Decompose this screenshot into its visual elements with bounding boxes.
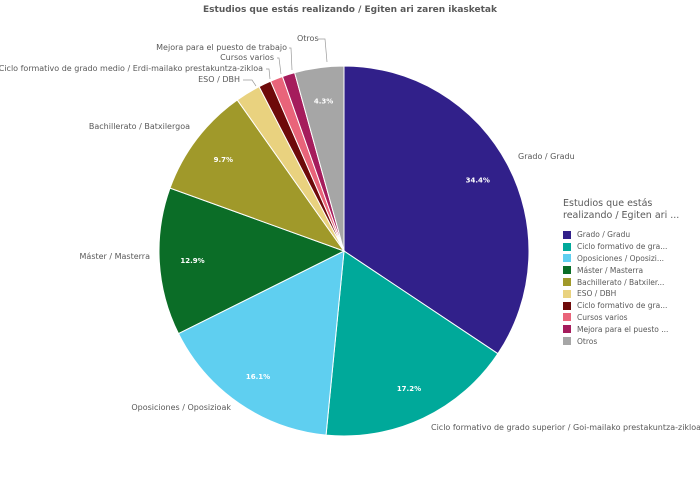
legend-label: ESO / DBH [577,289,617,299]
legend-swatch [563,301,571,310]
slice-category-label: Mejora para el puesto de trabajo [156,43,287,52]
leader-line [289,47,293,71]
legend-item[interactable]: Mejora para el puesto ... [563,323,693,335]
legend-swatch [563,337,571,346]
pie-slice[interactable] [169,99,346,253]
legend-swatch [563,313,571,322]
legend-item[interactable]: Bachillerato / Batxiler... [563,276,693,288]
pie-slice[interactable] [158,187,346,335]
slice-value-label: 34.4% [466,176,490,184]
legend-swatch [563,289,571,298]
legend-item[interactable]: Grado / Gradu [563,229,693,241]
legend-title: Estudios que estás realizando / Egiten a… [563,198,680,221]
slice-category-label: Máster / Masterra [80,252,151,261]
pie-slice[interactable] [294,65,345,252]
legend-swatch [563,230,571,239]
legend-item[interactable]: Otros [563,335,693,347]
leader-line [243,79,257,87]
slice-value-label: 9.7% [214,156,233,164]
legend-label: Bachillerato / Batxiler... [577,277,665,287]
legend-item[interactable]: Cursos varios [563,312,693,324]
pie-slice[interactable] [177,250,345,436]
leader-line [318,38,328,63]
legend-label: Mejora para el puesto ... [577,324,669,334]
legend-label: Máster / Masterra [577,265,644,275]
legend-item[interactable]: Ciclo formativo de gra... [563,300,693,312]
legend-item[interactable]: Ciclo formativo de gra... [563,241,693,253]
legend-item[interactable]: Máster / Masterra [563,264,693,276]
slice-category-label: Bachillerato / Batxilergoa [89,122,190,131]
legend-swatch [563,242,571,251]
slice-category-label: Cursos varios [220,53,274,62]
legend-swatch [563,254,571,263]
legend-label: Oposiciones / Oposizi... [577,253,665,263]
legend-label: Ciclo formativo de gra... [577,301,668,311]
slice-category-label: Grado / Gradu [518,152,575,161]
slice-category-label: ESO / DBH [198,75,240,84]
legend-swatch [563,266,571,275]
slice-category-label: Ciclo formativo de grado superior / Goi-… [431,423,700,432]
legend-swatch [563,278,571,287]
slice-value-label: 17.2% [397,385,421,393]
legend-label: Ciclo formativo de gra... [577,242,668,252]
legend-item[interactable]: ESO / DBH [563,288,693,300]
leader-line [266,68,271,80]
pie-slice[interactable] [325,250,499,437]
slice-value-label: 4.3% [314,98,333,106]
slice-value-label: 12.9% [180,257,204,265]
legend-swatch [563,325,571,334]
chart-legend: Estudios que estás realizando / Egiten a… [563,198,693,347]
chart-title: Estudios que estás realizando / Egiten a… [203,5,497,15]
leader-line [277,57,282,75]
legend-label: Cursos varios [577,312,628,322]
legend-item[interactable]: Oposiciones / Oposizi... [563,253,693,265]
slice-category-label: Otros [297,34,319,43]
legend-label: Otros [577,336,598,346]
slice-category-label: Oposiciones / Oposizioak [131,403,231,412]
slice-value-label: 16.1% [246,373,270,381]
legend-label: Grado / Gradu [577,230,631,240]
slice-category-label: Ciclo formativo de grado medio / Erdi-ma… [0,64,263,73]
